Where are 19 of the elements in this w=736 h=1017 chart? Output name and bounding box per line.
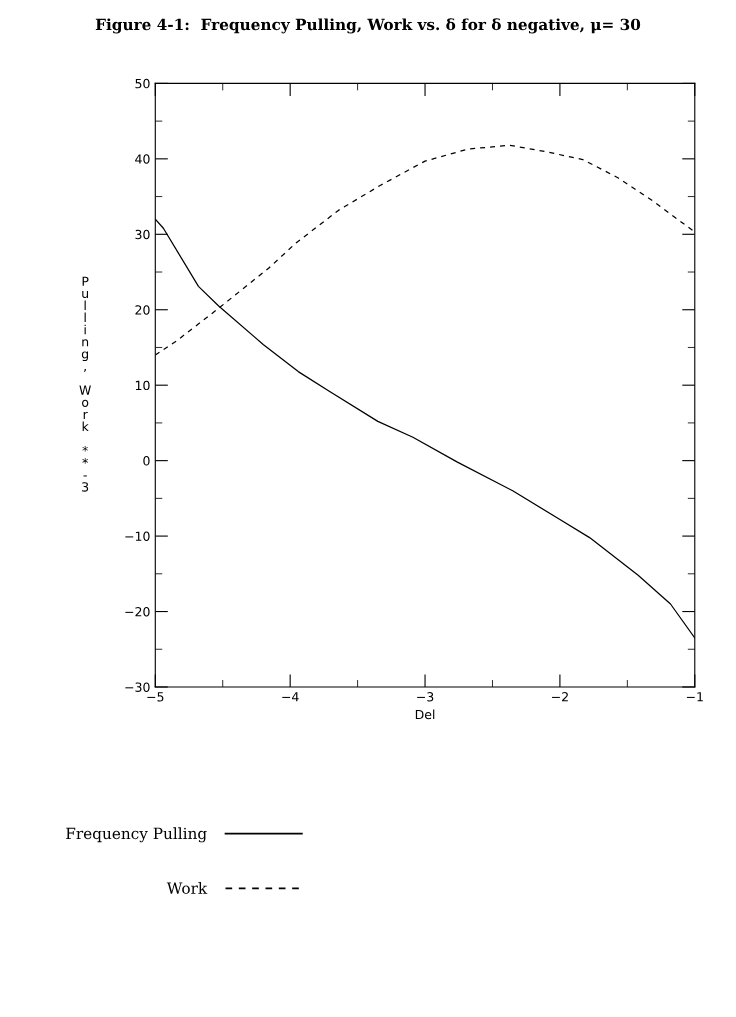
y-tick-label: 10 (135, 380, 150, 391)
y-tick-label: 20 (135, 305, 150, 315)
x-tick-label: −1 (686, 692, 703, 702)
x-tick-label: −4 (282, 692, 299, 702)
y-tick-label: −10 (125, 531, 150, 542)
legend-label: Work (166, 882, 208, 894)
x-axis-title: Del (415, 709, 435, 720)
legend-label: Frequency Pulling (66, 827, 207, 843)
y-tick-label: −20 (125, 607, 150, 617)
y-tick-label: 40 (135, 154, 150, 164)
text: Pulling, Work **-3 (79, 276, 91, 492)
x-tick-label: −3 (417, 692, 434, 702)
y-tick-label: −30 (125, 682, 150, 692)
y-tick-label: 30 (135, 229, 150, 240)
x-tick-label: −5 (147, 692, 164, 702)
chart-title: Figure 4-1: Frequency Pulling, Work vs. δ for δ negative, μ= 30 (95, 18, 641, 34)
y-tick-label: 50 (135, 78, 150, 89)
x-tick-label: −2 (552, 692, 568, 702)
y-tick-label: 0 (143, 456, 150, 466)
